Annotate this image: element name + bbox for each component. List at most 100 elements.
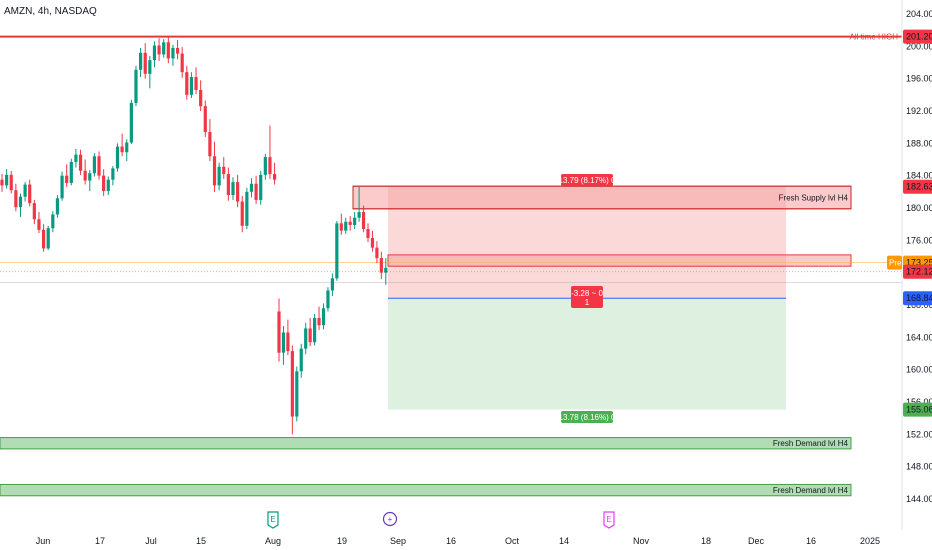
zone-rect[interactable] bbox=[352, 185, 852, 210]
zone-rect[interactable] bbox=[0, 483, 852, 497]
x-tick-label: 14 bbox=[559, 536, 569, 546]
all-time-high-label: All time HIGH bbox=[850, 33, 899, 42]
event-marker-label: E bbox=[270, 515, 275, 524]
y-tick-label: 152.00 bbox=[906, 429, 932, 439]
candle-body bbox=[134, 69, 138, 103]
y-tick-label: 188.00 bbox=[906, 138, 932, 148]
candle-body bbox=[18, 196, 23, 208]
supply-price-tag: 182.63 bbox=[906, 182, 932, 192]
entry-price-tag-bg bbox=[903, 291, 932, 306]
candle-body bbox=[152, 45, 157, 61]
candle-body bbox=[295, 371, 299, 417]
candle-body bbox=[222, 166, 226, 175]
candle-body bbox=[366, 229, 370, 238]
reward-zone[interactable] bbox=[388, 298, 786, 410]
y-tick-label: 192.00 bbox=[906, 106, 932, 116]
candle-body bbox=[120, 146, 124, 153]
candle-body bbox=[208, 132, 212, 157]
candle-body bbox=[272, 174, 277, 180]
candle-body bbox=[5, 174, 9, 186]
candle-body bbox=[231, 182, 235, 196]
candle-body bbox=[32, 203, 36, 220]
candle-body bbox=[9, 174, 13, 191]
candle-body bbox=[379, 258, 383, 273]
pre-market-price-tag: 173.25 bbox=[906, 258, 932, 268]
candle-body bbox=[330, 278, 334, 291]
x-tick-label: 18 bbox=[701, 536, 711, 546]
candle-body bbox=[344, 221, 348, 231]
candle-body bbox=[102, 175, 106, 192]
candle-body bbox=[129, 102, 133, 143]
candle-body bbox=[97, 156, 101, 176]
y-tick-label: 144.00 bbox=[906, 494, 932, 504]
candle-body bbox=[304, 328, 308, 349]
candle-body bbox=[384, 267, 388, 273]
y-tick-label: 180.00 bbox=[906, 203, 932, 213]
supply-zone-outline[interactable] bbox=[352, 185, 852, 210]
zone-rect[interactable] bbox=[0, 437, 852, 450]
candle-body bbox=[286, 332, 290, 352]
candle-body bbox=[92, 156, 96, 174]
time-axis[interactable]: Jun 17 Jul 15 Aug 19 Sep 16 Oct 14 Nov 18 Dec 16 2025 bbox=[36, 536, 880, 546]
candle-body bbox=[317, 317, 321, 326]
entry-price-tag: 168.84 bbox=[906, 293, 932, 303]
candle-body bbox=[115, 146, 120, 169]
earnings-marker-icon[interactable] bbox=[603, 511, 615, 529]
candle-body bbox=[357, 212, 361, 218]
supply-price-tag-bg bbox=[903, 179, 932, 194]
candle-body bbox=[281, 332, 286, 353]
candle-body bbox=[125, 142, 129, 153]
zone-label: Fresh Demand lvl H4 bbox=[773, 439, 849, 448]
candle-body bbox=[240, 201, 244, 226]
event-markers[interactable]: E + E bbox=[267, 511, 615, 529]
zone-rect[interactable] bbox=[387, 254, 852, 267]
last-price-tag-bg bbox=[903, 264, 932, 279]
candle-body bbox=[259, 174, 263, 200]
x-tick-label: 16 bbox=[806, 536, 816, 546]
candle-body bbox=[55, 198, 60, 215]
candle-body bbox=[74, 154, 78, 162]
candle-body bbox=[254, 183, 258, 200]
x-tick-label: Jul bbox=[145, 536, 157, 546]
y-tick-label: 156.00 bbox=[906, 397, 932, 407]
candle-body bbox=[111, 168, 115, 180]
x-tick-label: 2025 bbox=[860, 536, 880, 546]
candle-body bbox=[51, 214, 55, 229]
x-tick-label: 19 bbox=[337, 536, 347, 546]
x-tick-label: 17 bbox=[95, 536, 105, 546]
dividend-marker-icon[interactable] bbox=[382, 511, 398, 527]
candles bbox=[0, 36, 388, 435]
horizontal-lines[interactable]: All time HIGH bbox=[0, 33, 902, 283]
candle-body bbox=[375, 247, 379, 259]
y-tick-label: 148.00 bbox=[906, 462, 932, 472]
candle-body bbox=[203, 106, 207, 133]
y-tick-label: 164.00 bbox=[906, 332, 932, 342]
candle-body bbox=[175, 47, 180, 54]
zones[interactable]: Fresh Supply lvl H4 Fresh Demand lvl H4 Fr… bbox=[0, 185, 852, 497]
candle-body bbox=[78, 154, 83, 171]
candle-body bbox=[180, 53, 184, 73]
target-price-tag: 155.06 bbox=[906, 405, 932, 415]
ath-price-tag-bg bbox=[903, 29, 932, 44]
candle-body bbox=[41, 229, 46, 249]
candle-body bbox=[339, 223, 343, 231]
x-tick-label: Jun bbox=[36, 536, 51, 546]
candle-body bbox=[277, 311, 281, 353]
zone-label: Fresh Supply lvl H4 bbox=[779, 193, 849, 202]
candle-body bbox=[162, 42, 166, 55]
candle-body bbox=[199, 89, 203, 107]
earnings-marker-icon[interactable] bbox=[267, 511, 279, 529]
reward-label-bg bbox=[561, 411, 613, 423]
candle-body bbox=[361, 212, 366, 230]
candle-body bbox=[299, 348, 303, 372]
last-price-tag: 172.12 bbox=[906, 267, 932, 277]
pre-tag-bg bbox=[887, 255, 902, 270]
candle-body bbox=[148, 60, 152, 74]
candle-body bbox=[88, 173, 92, 181]
candle-body bbox=[23, 184, 27, 197]
price-axis[interactable]: 144.00 148.00 152.00 156.00 160.00 164.00 168.… bbox=[887, 0, 932, 530]
y-tick-label: 204.00 bbox=[906, 9, 932, 19]
candle-body bbox=[370, 237, 375, 248]
candle-body bbox=[217, 166, 221, 186]
